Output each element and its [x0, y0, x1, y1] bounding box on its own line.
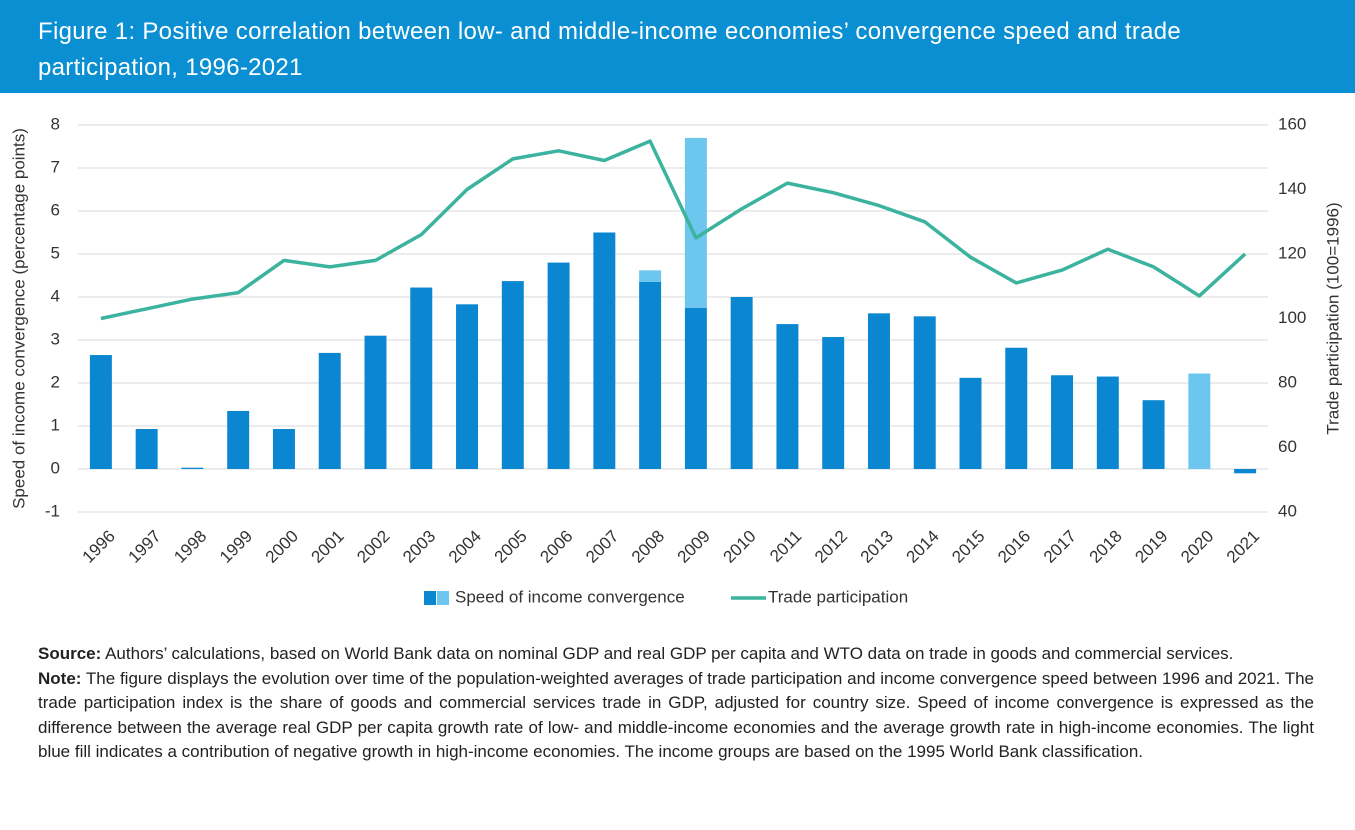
x-tick-label: 2017 — [1040, 527, 1080, 567]
y2-tick-label: 60 — [1278, 437, 1297, 456]
y-tick-label: 1 — [51, 415, 60, 434]
x-tick-label: 2014 — [903, 527, 943, 567]
x-tick-label: 2012 — [811, 527, 851, 567]
x-tick-label: 1997 — [124, 527, 164, 567]
x-tick-label: 2009 — [674, 527, 714, 567]
bar — [318, 352, 341, 469]
bar — [410, 287, 433, 469]
y-tick-label: 5 — [51, 243, 60, 262]
x-tick-label: 2003 — [399, 527, 439, 567]
bar — [272, 429, 295, 469]
x-tick-label: 2020 — [1177, 527, 1217, 567]
bar — [822, 336, 845, 469]
chart: -1 0 1 2 3 4 5 6 7 8 40 60 80 100 120 140 160 Speed of in… — [9, 114, 1342, 606]
y-tick-label: 6 — [51, 200, 60, 219]
y-tick-label: 0 — [51, 458, 60, 477]
line — [100, 139, 1247, 321]
footnotes: Source: Authors’ calculations, based on … — [38, 642, 1314, 765]
bar — [684, 307, 707, 469]
bar — [547, 262, 570, 469]
y2-axis-title: Trade participation (100=1996) — [1323, 202, 1342, 434]
y-tick-label: 7 — [51, 157, 60, 176]
y-axis-title: Speed of income convergence (percentage … — [9, 128, 28, 509]
x-tick-label: 2006 — [536, 527, 576, 567]
y2-tick-label: 100 — [1278, 308, 1306, 327]
x-tick-label: 2010 — [719, 527, 759, 567]
bar — [89, 355, 112, 469]
y-tick-label: 3 — [51, 329, 60, 348]
bar — [181, 467, 204, 469]
note-label: Note: — [38, 668, 82, 688]
bar — [639, 270, 662, 282]
bar — [913, 316, 936, 469]
y2-tick-label: 160 — [1278, 114, 1306, 133]
bar — [867, 313, 890, 469]
note-text: The figure displays the evolution over t… — [38, 668, 1314, 762]
x-tick-label: 1996 — [79, 527, 119, 567]
bar — [1005, 347, 1028, 469]
y-tick-label: 2 — [51, 372, 60, 391]
bar — [1234, 469, 1257, 474]
bar — [501, 281, 524, 469]
bar — [135, 429, 158, 469]
y2-tick-label: 80 — [1278, 372, 1297, 391]
x-tick-label: 2015 — [948, 527, 988, 567]
x-tick-label: 2018 — [1086, 527, 1126, 567]
y2-tick-label: 140 — [1278, 179, 1306, 198]
x-tick-label: 1999 — [216, 527, 256, 567]
x-tick-label: 2007 — [582, 527, 622, 567]
x-tick-label: 2002 — [353, 527, 393, 567]
legend-swatch — [437, 591, 449, 605]
legend-label: Speed of income convergence — [455, 587, 685, 606]
x-tick-label: 1998 — [170, 527, 210, 567]
x-tick-label: 2005 — [491, 527, 531, 567]
bar — [776, 324, 799, 469]
x-tick-label: 2000 — [262, 527, 302, 567]
bar — [593, 232, 616, 469]
bar — [730, 297, 753, 469]
bar — [1188, 373, 1211, 469]
legend-label: Trade participation — [768, 587, 908, 606]
x-tick-label: 2011 — [766, 527, 805, 566]
x-tick-label: 2001 — [308, 527, 348, 567]
y-tick-label: -1 — [45, 501, 60, 520]
x-tick-label: 2021 — [1223, 527, 1263, 567]
note: Note: The figure displays the evolution … — [38, 667, 1314, 765]
y2-tick-label: 40 — [1278, 501, 1297, 520]
chart-title: Figure 1: Positive correlation between l… — [38, 18, 1182, 81]
bar — [1051, 375, 1074, 469]
source-label: Source: — [38, 644, 102, 663]
title-banner: Figure 1: Positive correlation between l… — [0, 0, 1355, 93]
x-tick-label: 2016 — [994, 527, 1034, 567]
source-text: Authors’ calculations, based on World Ba… — [105, 644, 1234, 663]
bar — [364, 335, 387, 469]
y-tick-label: 4 — [51, 286, 60, 305]
source-note: Source: Authors’ calculations, based on … — [38, 642, 1314, 667]
bar — [684, 137, 707, 308]
x-tick-label: 2013 — [857, 527, 897, 567]
x-tick-label: 2008 — [628, 527, 668, 567]
bar — [1142, 400, 1165, 469]
y-tick-label: 8 — [51, 114, 60, 133]
bar — [1096, 376, 1119, 469]
bar — [456, 304, 479, 469]
y2-tick-label: 120 — [1278, 243, 1306, 262]
x-tick-label: 2019 — [1131, 527, 1171, 567]
bar — [959, 377, 982, 469]
bar — [639, 281, 662, 469]
legend-swatch — [424, 591, 436, 605]
bar — [227, 410, 250, 469]
x-tick-label: 2004 — [445, 527, 485, 567]
